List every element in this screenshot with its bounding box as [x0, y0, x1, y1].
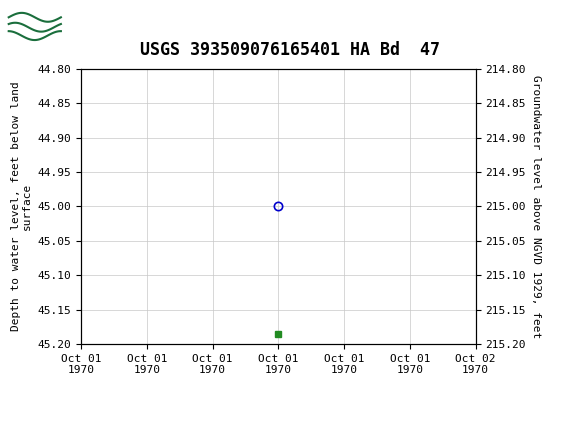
Bar: [6, 4, 64, 46]
Text: USGS 393509076165401 HA Bd  47: USGS 393509076165401 HA Bd 47: [140, 41, 440, 59]
Text: USGS: USGS: [75, 16, 130, 34]
Y-axis label: Depth to water level, feet below land
surface: Depth to water level, feet below land su…: [10, 82, 32, 331]
Y-axis label: Groundwater level above NGVD 1929, feet: Groundwater level above NGVD 1929, feet: [531, 75, 541, 338]
